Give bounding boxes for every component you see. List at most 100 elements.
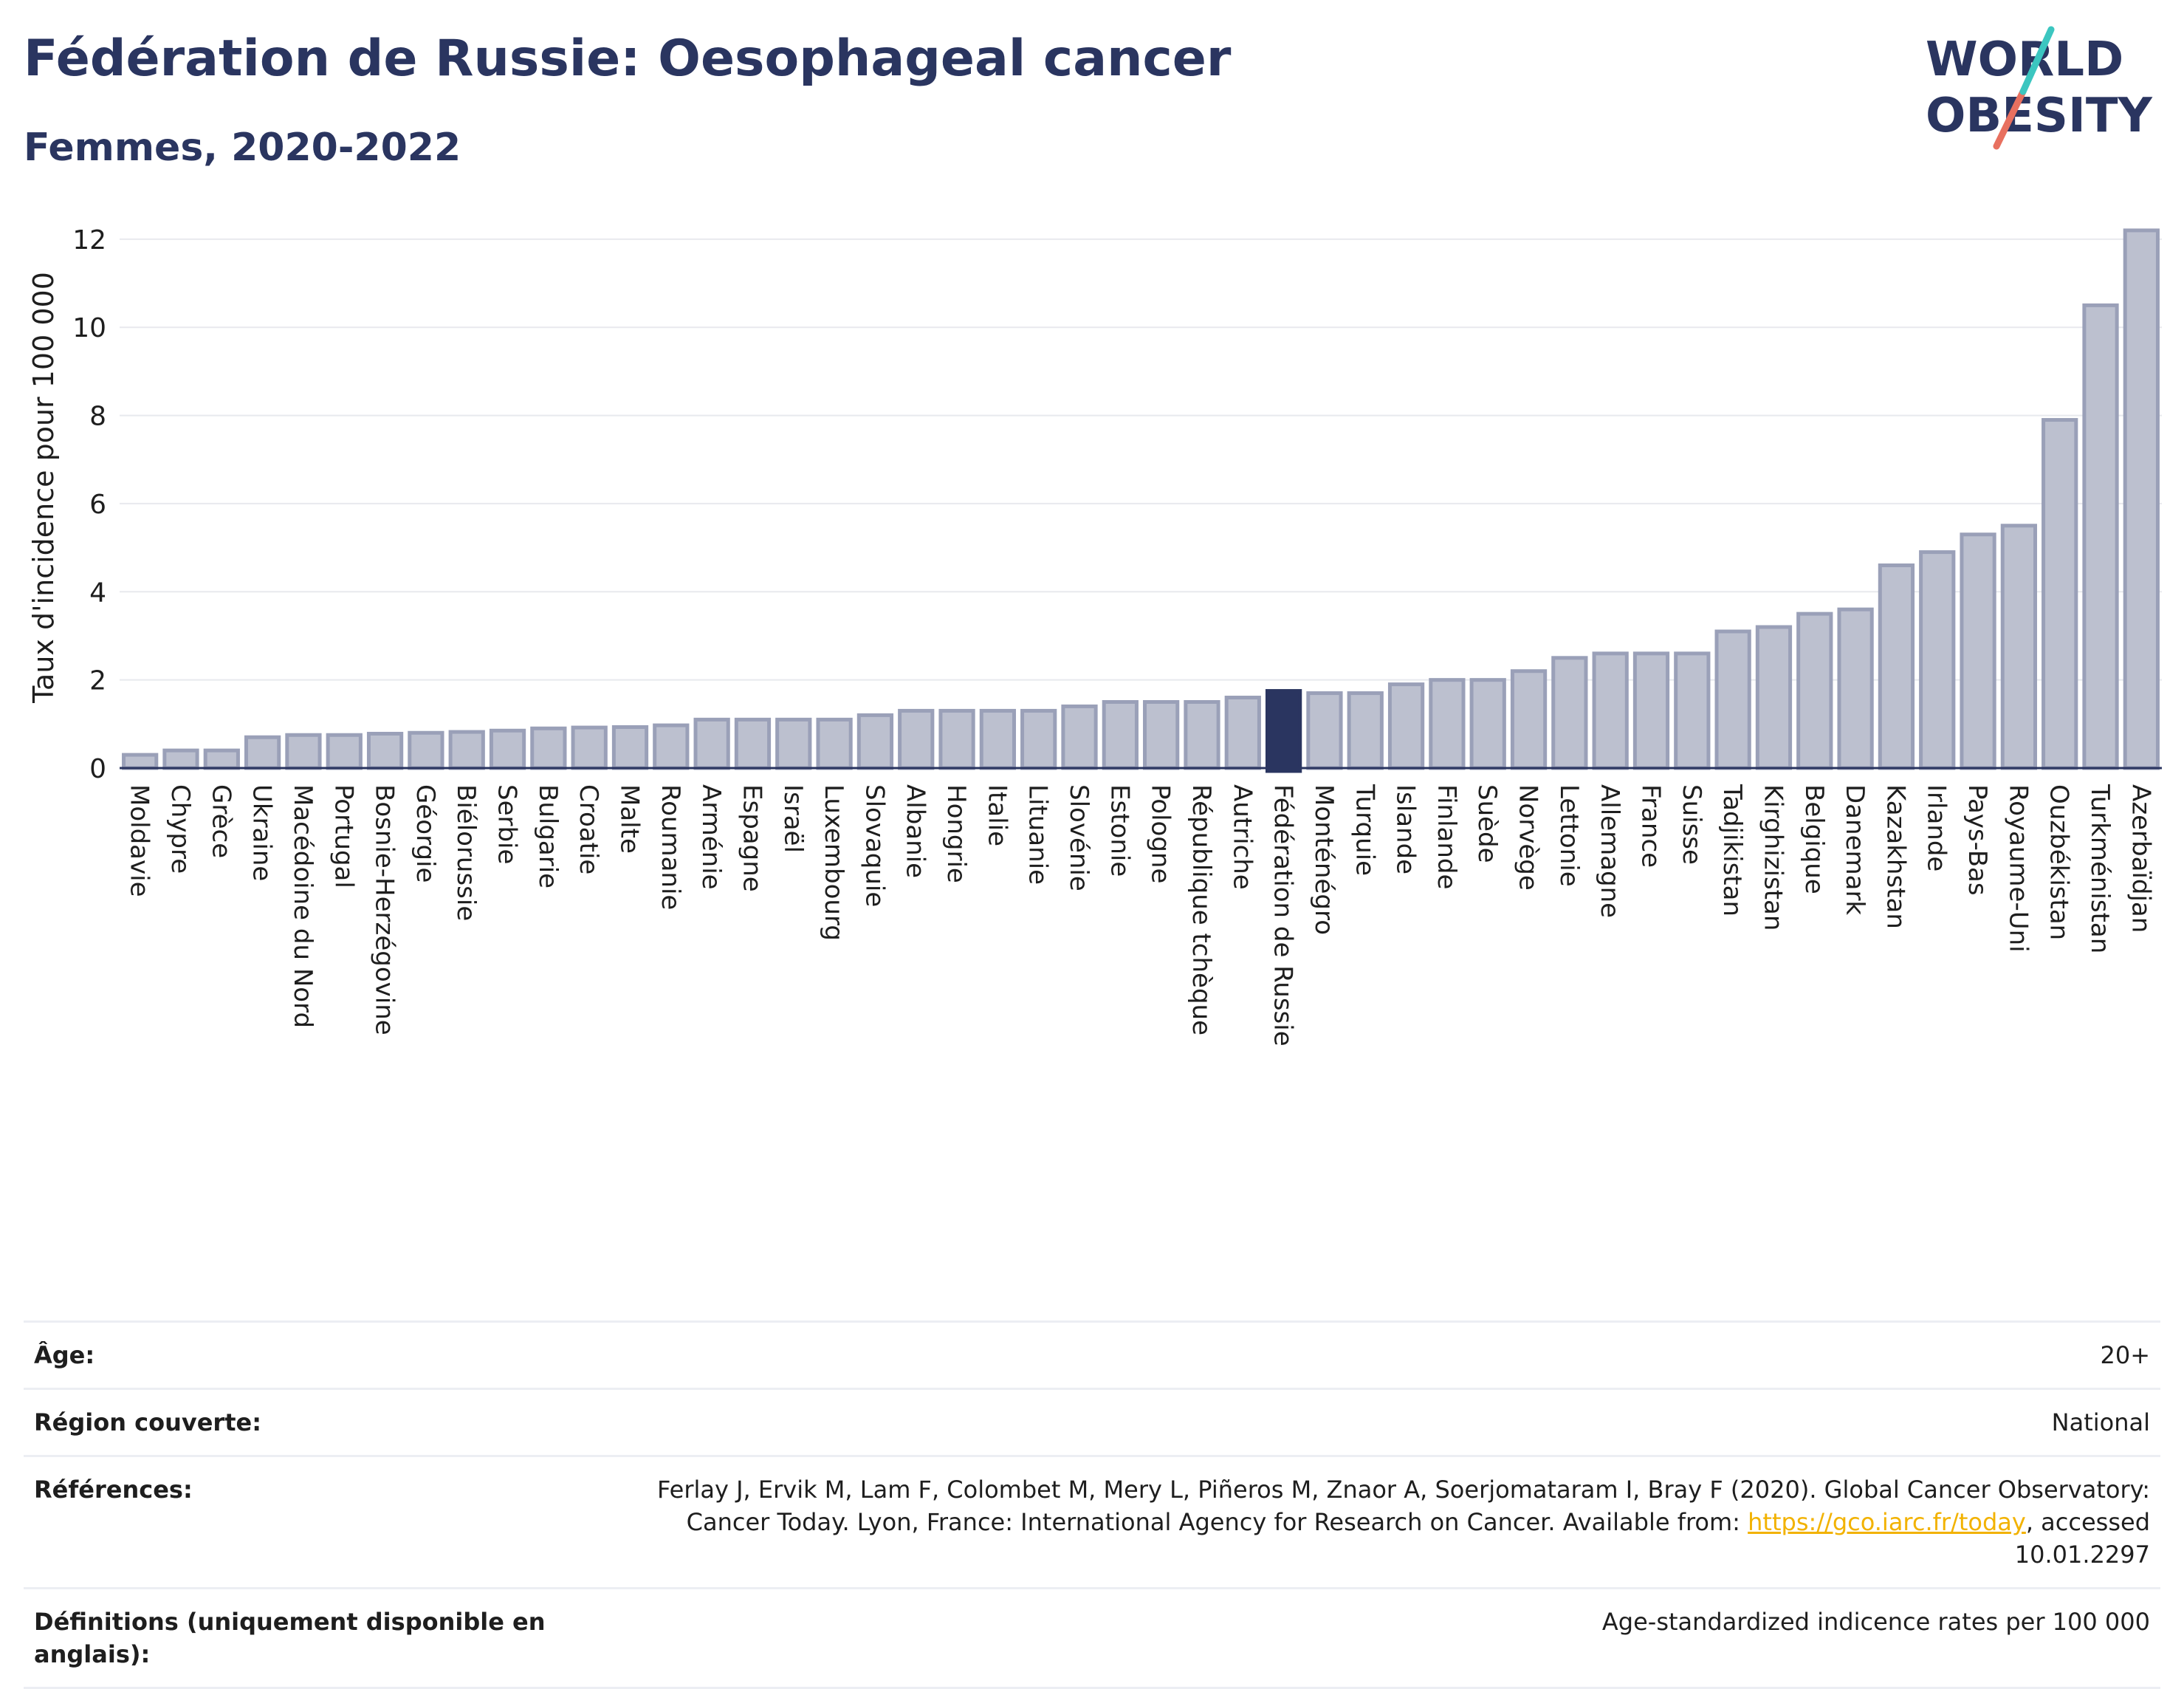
x-tick-label: Arménie — [696, 784, 726, 890]
bar-hongrie — [938, 708, 975, 770]
y-axis-ticks: 0 2 4 6 8 10 12 — [72, 225, 106, 784]
x-tick-label: Tadjikistan — [1717, 784, 1747, 917]
logo-line1: WORLD — [1926, 32, 2123, 87]
x-tick-label: Norvège — [1514, 784, 1543, 891]
x-tick-label: Bulgarie — [533, 784, 563, 888]
bar-chypre — [162, 748, 199, 770]
x-tick-label: Lettonie — [1554, 784, 1584, 887]
x-tick-label: Biélorussie — [451, 784, 481, 921]
bar-bosnie-herz-govine — [366, 731, 404, 770]
x-tick-label: Lituanie — [1023, 784, 1053, 885]
x-tick-label: Grèce — [206, 784, 236, 858]
bar-chart: 0 2 4 6 8 10 12 Moldavie Chypre Grèce Ukraine Macé… — [27, 225, 2162, 1046]
x-tick-label: Croatie — [574, 784, 603, 874]
x-tick-label: France — [1636, 784, 1666, 868]
bar-belgique — [1796, 611, 1833, 770]
bar-kazakhstan — [1878, 563, 1915, 770]
x-tick-label: Ukraine — [247, 784, 277, 881]
x-tick-label: Danemark — [1840, 784, 1869, 915]
world-obesity-logo: WORLD OBESITY — [1926, 26, 2152, 150]
x-tick-label: Israël — [778, 784, 808, 853]
bar-ukraine — [244, 735, 281, 770]
x-tick-label: Autriche — [1227, 784, 1257, 890]
bar-moldavie — [122, 753, 159, 770]
bar-isra-l — [775, 717, 812, 770]
x-tick-label: Pays-Bas — [1962, 784, 1992, 896]
x-tick-label: Kazakhstan — [1881, 784, 1910, 929]
x-tick-label: Fédération de Russie — [1268, 784, 1298, 1046]
x-tick-label: Chypre — [165, 784, 195, 874]
x-tick-label: Bosnie-Herzégovine — [370, 784, 399, 1035]
bar-mac-doine-du-nord — [285, 733, 322, 770]
x-tick-label: Azerbaïdjan — [2126, 784, 2155, 933]
bar-arm-nie — [693, 717, 730, 770]
x-tick-label: Suisse — [1677, 784, 1706, 865]
bar-luxembourg — [816, 717, 853, 770]
meta-label: Région couverte: — [34, 1408, 261, 1436]
x-tick-label: Espagne — [737, 784, 766, 892]
bar-gr-ce — [203, 748, 240, 770]
x-tick-label: Royaume-Uni — [2003, 784, 2033, 953]
reference-link[interactable]: https://gco.iarc.fr/today — [1748, 1508, 2026, 1536]
x-tick-label: Allemagne — [1595, 784, 1624, 918]
meta-row-definitions: Définitions (uniquement disponible en an… — [24, 1587, 2160, 1689]
y-tick-label: 6 — [89, 490, 106, 520]
x-tick-label: Turquie — [1350, 784, 1379, 876]
bar-royaume-uni — [2000, 524, 2038, 770]
bar-italie — [979, 708, 1017, 770]
x-tick-label: Estonie — [1105, 784, 1134, 877]
x-tick-label: Hongrie — [941, 784, 971, 883]
bar-norv-ge — [1510, 669, 1548, 770]
x-tick-label: Monténégro — [1309, 784, 1339, 935]
bar-estonie — [1102, 699, 1139, 770]
bar-danemark — [1837, 607, 1874, 770]
bar-serbie — [489, 728, 526, 770]
x-tick-label: Luxembourg — [819, 784, 848, 941]
x-tick-label: Géorgie — [411, 784, 440, 883]
bar-ouzb-kistan — [2042, 418, 2078, 770]
x-tick-label: Italie — [982, 784, 1012, 846]
x-tick-label: Moldavie — [125, 784, 154, 897]
meta-value: National — [2051, 1408, 2150, 1436]
bar-roumanie — [653, 723, 690, 770]
bar-irlande — [1919, 550, 1956, 770]
y-tick-label: 8 — [89, 402, 106, 432]
bar-r-publique-tch-que — [1184, 699, 1220, 770]
bar-albanie — [898, 708, 935, 770]
bars — [122, 228, 2160, 773]
meta-row-age: Âge: 20+ — [24, 1320, 2160, 1388]
x-tick-label: Macédoine du Nord — [288, 784, 317, 1028]
x-tick-label: Suède — [1472, 784, 1502, 863]
bar-kirghizistan — [1755, 625, 1793, 770]
x-tick-label: Albanie — [901, 784, 930, 878]
x-tick-label: Roumanie — [656, 784, 685, 910]
meta-value: Age-standardized indicence rates per 100… — [1601, 1608, 2150, 1636]
x-tick-label: Irlande — [1922, 784, 1951, 871]
bar-islande — [1387, 682, 1425, 770]
bar-bi-lorussie — [448, 730, 485, 770]
x-tick-label: Serbie — [492, 784, 522, 864]
bar-malte — [611, 725, 649, 770]
bar-slovaquie — [856, 713, 894, 770]
bar-slov-nie — [1061, 704, 1098, 770]
bar-g-orgie — [408, 730, 444, 770]
bar-espagne — [734, 717, 772, 770]
x-tick-label: Turkménistan — [2085, 784, 2115, 953]
logo-line2: OBESITY — [1926, 89, 2152, 143]
y-tick-label: 10 — [72, 313, 106, 343]
meta-row-region: Région couverte: National — [24, 1388, 2160, 1455]
bar-mont-n-gro — [1306, 691, 1343, 770]
x-tick-label: Kirghizistan — [1758, 784, 1788, 931]
x-tick-label: Belgique — [1799, 784, 1829, 894]
y-axis-label: Taux d'incidence pour 100 000 — [27, 272, 60, 704]
bar-pays-bas — [1960, 532, 1996, 770]
y-tick-label: 2 — [89, 666, 106, 696]
bar-autriche — [1224, 696, 1261, 770]
reference-text: Ferlay J, Ervik M, Lam F, Colombet M, Me… — [657, 1476, 2150, 1536]
bar-azerba-djan — [2123, 228, 2160, 770]
meta-value: 20+ — [2100, 1341, 2150, 1369]
bar-france — [1632, 651, 1670, 770]
bar-tadjikistan — [1714, 629, 1751, 770]
x-tick-label: Malte — [615, 784, 645, 854]
bar-f-d-ration-de-russie — [1265, 689, 1302, 773]
